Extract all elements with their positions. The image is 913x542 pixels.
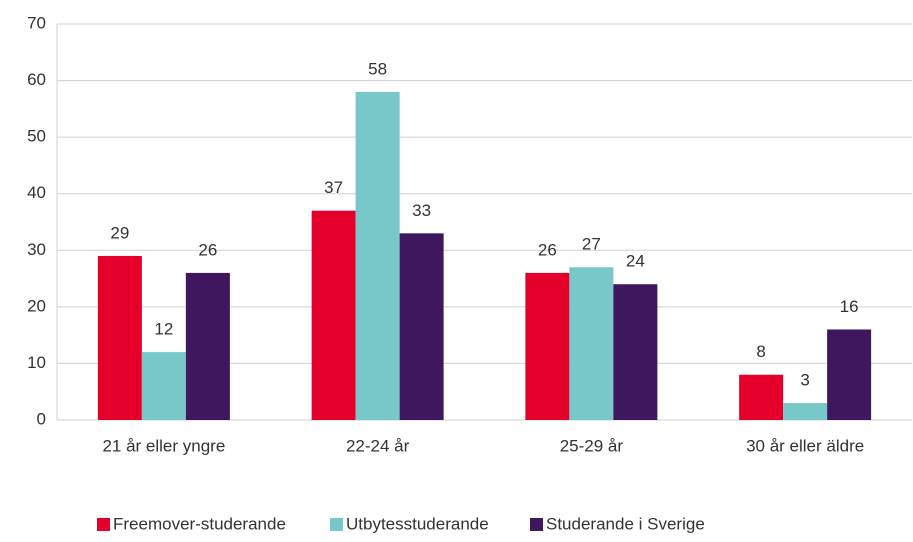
data-label: 12 <box>154 320 173 339</box>
y-tick-label: 0 <box>37 409 46 428</box>
data-label: 33 <box>412 201 431 220</box>
legend-label: Utbytesstuderande <box>346 514 489 533</box>
legend-swatch <box>530 518 543 531</box>
data-label: 16 <box>840 297 859 316</box>
data-label: 24 <box>626 252 645 271</box>
bar <box>185 272 230 420</box>
x-tick-label: 30 år eller äldre <box>746 436 864 455</box>
bar <box>783 403 828 420</box>
y-tick-label: 40 <box>27 183 46 202</box>
bar <box>355 91 400 420</box>
legend-label: Studerande i Sverige <box>546 514 705 533</box>
data-label: 26 <box>538 240 557 259</box>
bar <box>97 255 142 420</box>
data-label: 58 <box>368 59 387 78</box>
data-label: 29 <box>110 223 129 242</box>
y-tick-label: 10 <box>27 353 46 372</box>
bar <box>739 374 784 420</box>
bar <box>827 329 872 420</box>
y-tick-label: 70 <box>27 13 46 32</box>
bar <box>613 284 658 420</box>
data-label: 8 <box>756 342 765 361</box>
data-label: 27 <box>582 235 601 254</box>
data-label: 37 <box>324 178 343 197</box>
bar <box>311 210 356 420</box>
data-label: 3 <box>800 371 809 390</box>
y-tick-label: 50 <box>27 127 46 146</box>
x-tick-label: 21 år eller yngre <box>102 436 225 455</box>
bar <box>399 233 444 420</box>
bar <box>569 267 614 420</box>
bar <box>525 272 570 420</box>
x-tick-label: 22-24 år <box>346 436 410 455</box>
y-tick-label: 30 <box>27 240 46 259</box>
bar <box>141 352 186 420</box>
legend-swatch <box>330 518 343 531</box>
y-tick-label: 60 <box>27 70 46 89</box>
x-tick-label: 25-29 år <box>560 436 624 455</box>
y-tick-label: 20 <box>27 296 46 315</box>
data-label: 26 <box>198 240 217 259</box>
legend-label: Freemover-studerande <box>113 514 286 533</box>
legend-swatch <box>97 518 110 531</box>
